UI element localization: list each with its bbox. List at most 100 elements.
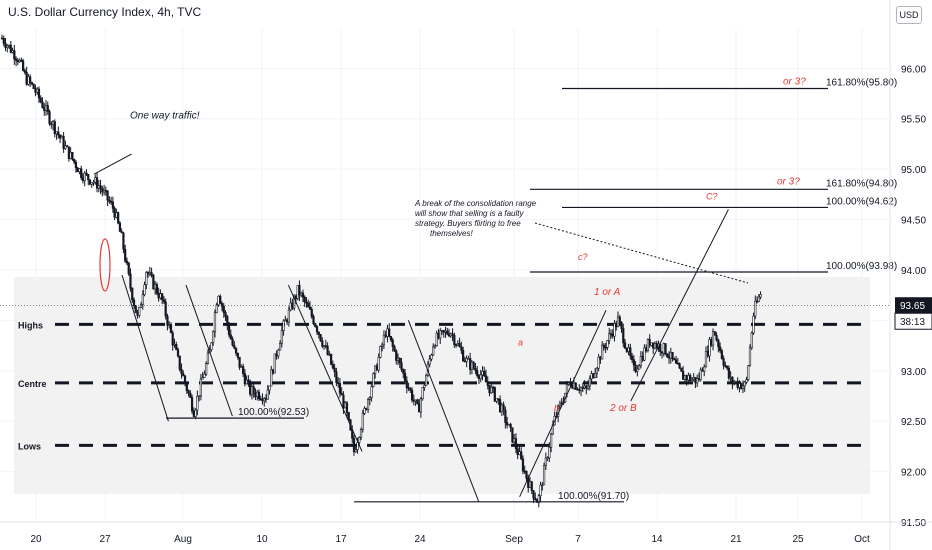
candle-body <box>192 410 195 417</box>
trend-line <box>519 310 607 498</box>
time-tick-label: Oct <box>854 534 870 545</box>
candle-body <box>447 333 451 337</box>
candle-body <box>442 330 445 333</box>
candle-body <box>324 345 327 347</box>
candle-body <box>542 465 546 486</box>
candle-body <box>301 292 305 298</box>
candle-body <box>669 351 672 359</box>
candle-body <box>697 378 701 380</box>
candle-body <box>627 347 630 352</box>
candle-body <box>740 383 743 390</box>
candle-body <box>284 319 287 322</box>
time-tick-label: 24 <box>414 534 426 545</box>
candle-body <box>310 309 313 317</box>
candle-body <box>548 447 551 459</box>
candle-body <box>400 362 403 370</box>
candle-body <box>493 387 496 402</box>
candle-body <box>236 352 239 358</box>
countdown-label: 38:13 <box>900 317 925 328</box>
candle-body <box>55 131 58 135</box>
time-tick-label: 7 <box>575 534 581 545</box>
candle-body <box>495 398 498 402</box>
candle-body <box>317 331 320 335</box>
candle-body <box>419 398 422 413</box>
candle-body <box>449 333 452 337</box>
candle-body <box>595 367 598 374</box>
candle-body <box>102 190 106 193</box>
candle-body <box>502 404 505 411</box>
candle-body <box>386 328 389 337</box>
candle-body <box>715 334 718 341</box>
candle-body <box>46 105 49 112</box>
candle-body <box>682 371 685 380</box>
candle-body <box>611 333 614 337</box>
candle-body <box>76 167 79 173</box>
candle-body <box>585 385 588 389</box>
candle-body <box>451 333 454 336</box>
candle-body <box>14 58 18 61</box>
note-arrow <box>534 222 749 284</box>
candle-body <box>185 383 188 392</box>
candle-body <box>122 232 125 250</box>
candle-body <box>622 328 625 344</box>
candle-body <box>300 292 303 296</box>
candle-body <box>335 371 338 383</box>
candle-body <box>182 373 185 377</box>
time-tick-label: 14 <box>651 534 663 545</box>
candle-body <box>699 369 702 380</box>
candle-body <box>50 123 53 125</box>
candle-body <box>264 398 268 400</box>
candle-body <box>259 398 262 401</box>
candle-body <box>322 345 326 347</box>
candle-body <box>29 76 32 83</box>
candle-body <box>667 356 671 359</box>
candle-body <box>20 59 23 62</box>
level-label-highs: Highs <box>18 320 43 330</box>
candle-body <box>469 358 472 370</box>
candle-body <box>74 161 78 169</box>
price-tick-label: 95.50 <box>901 115 926 126</box>
trend-line <box>121 274 169 422</box>
candle-body <box>51 121 55 125</box>
level-label-lows: Lows <box>18 441 41 451</box>
candle-body <box>710 339 713 346</box>
currency-button[interactable]: USD <box>896 6 922 24</box>
candle-body <box>569 382 572 386</box>
candle-body <box>440 330 444 332</box>
candle-body <box>491 386 495 389</box>
candle-body <box>337 382 340 384</box>
candle-body <box>57 131 60 136</box>
candle-body <box>398 357 401 364</box>
price-tick-label: 94.00 <box>901 266 926 277</box>
candle-body <box>521 458 525 472</box>
candle-body <box>178 355 181 370</box>
candle-body <box>254 392 257 397</box>
candle-body <box>745 379 748 383</box>
candle-body <box>219 295 222 304</box>
candle-body <box>247 379 250 382</box>
candle-body <box>53 121 56 135</box>
candle-body <box>124 248 127 262</box>
time-tick-label: 10 <box>256 534 268 545</box>
candle-body <box>602 344 606 348</box>
candle-body <box>608 333 611 341</box>
last-price-tag <box>895 297 932 314</box>
candle-body <box>477 375 481 380</box>
candle-body <box>275 353 278 357</box>
last-price-label: 93.65 <box>900 301 925 312</box>
candle-body <box>759 294 762 298</box>
candle-body <box>58 134 62 139</box>
candle-body <box>169 324 173 334</box>
candle-body <box>511 427 514 443</box>
candle-body <box>689 375 692 382</box>
candle-body <box>430 354 433 360</box>
candle-body <box>138 307 141 316</box>
candle-body <box>287 309 290 323</box>
candle-body <box>528 481 532 488</box>
candle-body <box>375 365 378 371</box>
candle-body <box>476 370 479 376</box>
candle-body <box>418 403 421 413</box>
candle-body <box>118 222 122 232</box>
candle-body <box>291 302 294 309</box>
